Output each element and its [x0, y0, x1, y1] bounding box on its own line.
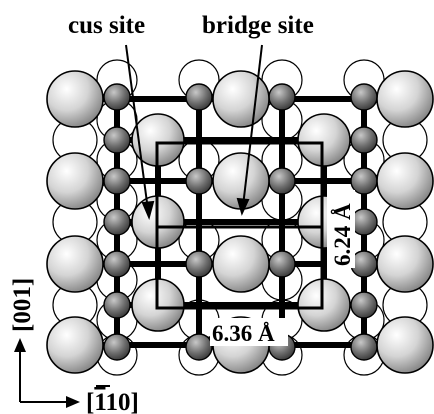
small-atom — [103, 126, 131, 154]
axis-horizontal-arrowhead — [66, 396, 80, 408]
small-atom — [185, 167, 213, 195]
small-atom — [103, 83, 131, 111]
large-atom — [46, 70, 104, 128]
large-atom — [46, 316, 104, 374]
small-atom — [103, 167, 131, 195]
large-atom — [212, 235, 270, 293]
large-atom — [297, 113, 351, 167]
small-atom — [103, 291, 131, 319]
dim-horizontal-label: 6.36 Å — [212, 321, 275, 346]
small-atom — [350, 291, 378, 319]
small-atom — [185, 333, 213, 361]
small-atom — [103, 333, 131, 361]
cus-site-arrow — [125, 44, 149, 211]
cus-site-arrowhead — [141, 200, 155, 221]
cus-site-label: cus site — [68, 12, 145, 39]
axis-indicator: [001] [110] — [9, 278, 139, 414]
small-atom — [185, 250, 213, 278]
bridge-site-arrow — [242, 44, 263, 207]
small-atom — [350, 333, 378, 361]
small-atom — [268, 83, 296, 111]
unit-cell — [155, 141, 324, 310]
axis-horizontal-label: [110] — [86, 389, 139, 414]
large-atom — [212, 70, 270, 128]
axis-vertical-label: [001] — [9, 278, 36, 332]
bridge-site-arrowhead — [236, 197, 250, 216]
large-atom — [46, 235, 104, 293]
large-atom — [297, 278, 351, 332]
large-atom — [376, 235, 434, 293]
small-atom — [350, 126, 378, 154]
dim-vertical-backdrop — [327, 190, 355, 268]
large-atom — [376, 152, 434, 210]
dim-horizontal-backdrop — [210, 318, 288, 346]
large-atom — [46, 152, 104, 210]
small-atom — [103, 250, 131, 278]
site-pointers — [125, 44, 263, 221]
dim-vertical-label: 6.24 Å — [330, 203, 355, 266]
bridge-site-label: bridge site — [202, 12, 314, 39]
large-atom — [376, 316, 434, 374]
axis-vertical-arrowhead — [14, 338, 26, 352]
small-atom — [268, 167, 296, 195]
small-atom — [268, 250, 296, 278]
small-atom — [350, 83, 378, 111]
small-atom — [185, 83, 213, 111]
large-atom — [376, 70, 434, 128]
small-atom — [103, 208, 131, 236]
